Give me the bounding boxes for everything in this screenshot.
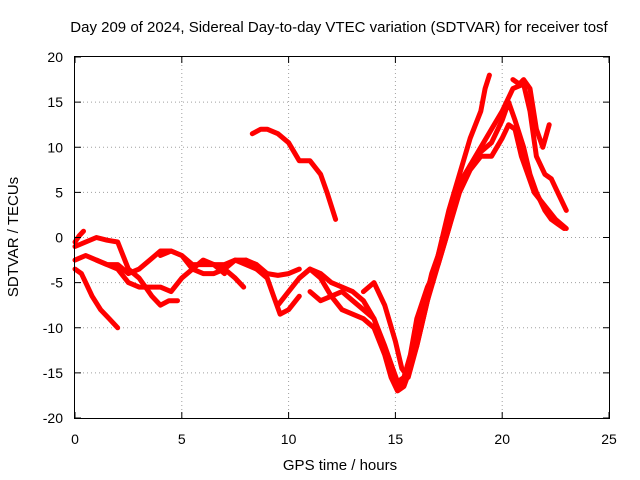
y-tick-label: -20 — [43, 410, 63, 426]
series-line — [296, 99, 567, 394]
x-tick-label: 0 — [71, 431, 79, 447]
series-line — [249, 126, 339, 222]
series-line — [211, 262, 247, 290]
series-track-2 — [72, 228, 86, 245]
y-tick-label: 5 — [55, 184, 63, 200]
series-line — [510, 77, 552, 150]
series-track-8 — [243, 257, 302, 317]
x-tick-label: 5 — [178, 431, 186, 447]
series-track-9 — [249, 126, 339, 222]
x-tick-label: 20 — [494, 431, 510, 447]
axis-ticks — [74, 56, 610, 419]
series-track-1 — [72, 266, 121, 331]
series-line — [360, 81, 569, 380]
y-tick-label: -15 — [43, 365, 63, 381]
y-tick-label: -10 — [43, 320, 63, 336]
x-tick-label: 25 — [601, 431, 617, 447]
grid — [75, 57, 609, 418]
chart-title: Day 209 of 2024, Sidereal Day-to-day VTE… — [70, 19, 608, 36]
series-track-14 — [510, 77, 552, 150]
y-tick-label: 0 — [55, 230, 63, 246]
series-track-6 — [157, 248, 302, 278]
y-tick-labels: -20 -15 -10 -5 0 5 10 15 20 — [43, 49, 63, 426]
series-line — [72, 266, 121, 331]
series-line — [243, 257, 302, 317]
x-axis-label: GPS time / hours — [283, 457, 397, 474]
series-line — [72, 228, 86, 245]
series-line — [157, 248, 302, 278]
series-track-7 — [211, 262, 247, 290]
y-tick-label: 10 — [47, 139, 63, 155]
x-tick-label: 10 — [281, 431, 297, 447]
y-tick-label: -5 — [51, 275, 64, 291]
plot-frame — [74, 56, 610, 419]
series-track-11 — [296, 99, 567, 394]
x-tick-labels: 0 5 10 15 20 25 — [71, 431, 617, 447]
y-tick-label: 20 — [47, 49, 63, 65]
y-tick-label: 15 — [47, 94, 63, 110]
x-tick-label: 15 — [388, 431, 404, 447]
series-layer — [72, 72, 569, 394]
series-track-13 — [360, 81, 569, 380]
y-axis-label: SDTVAR / TECUs — [5, 177, 22, 297]
